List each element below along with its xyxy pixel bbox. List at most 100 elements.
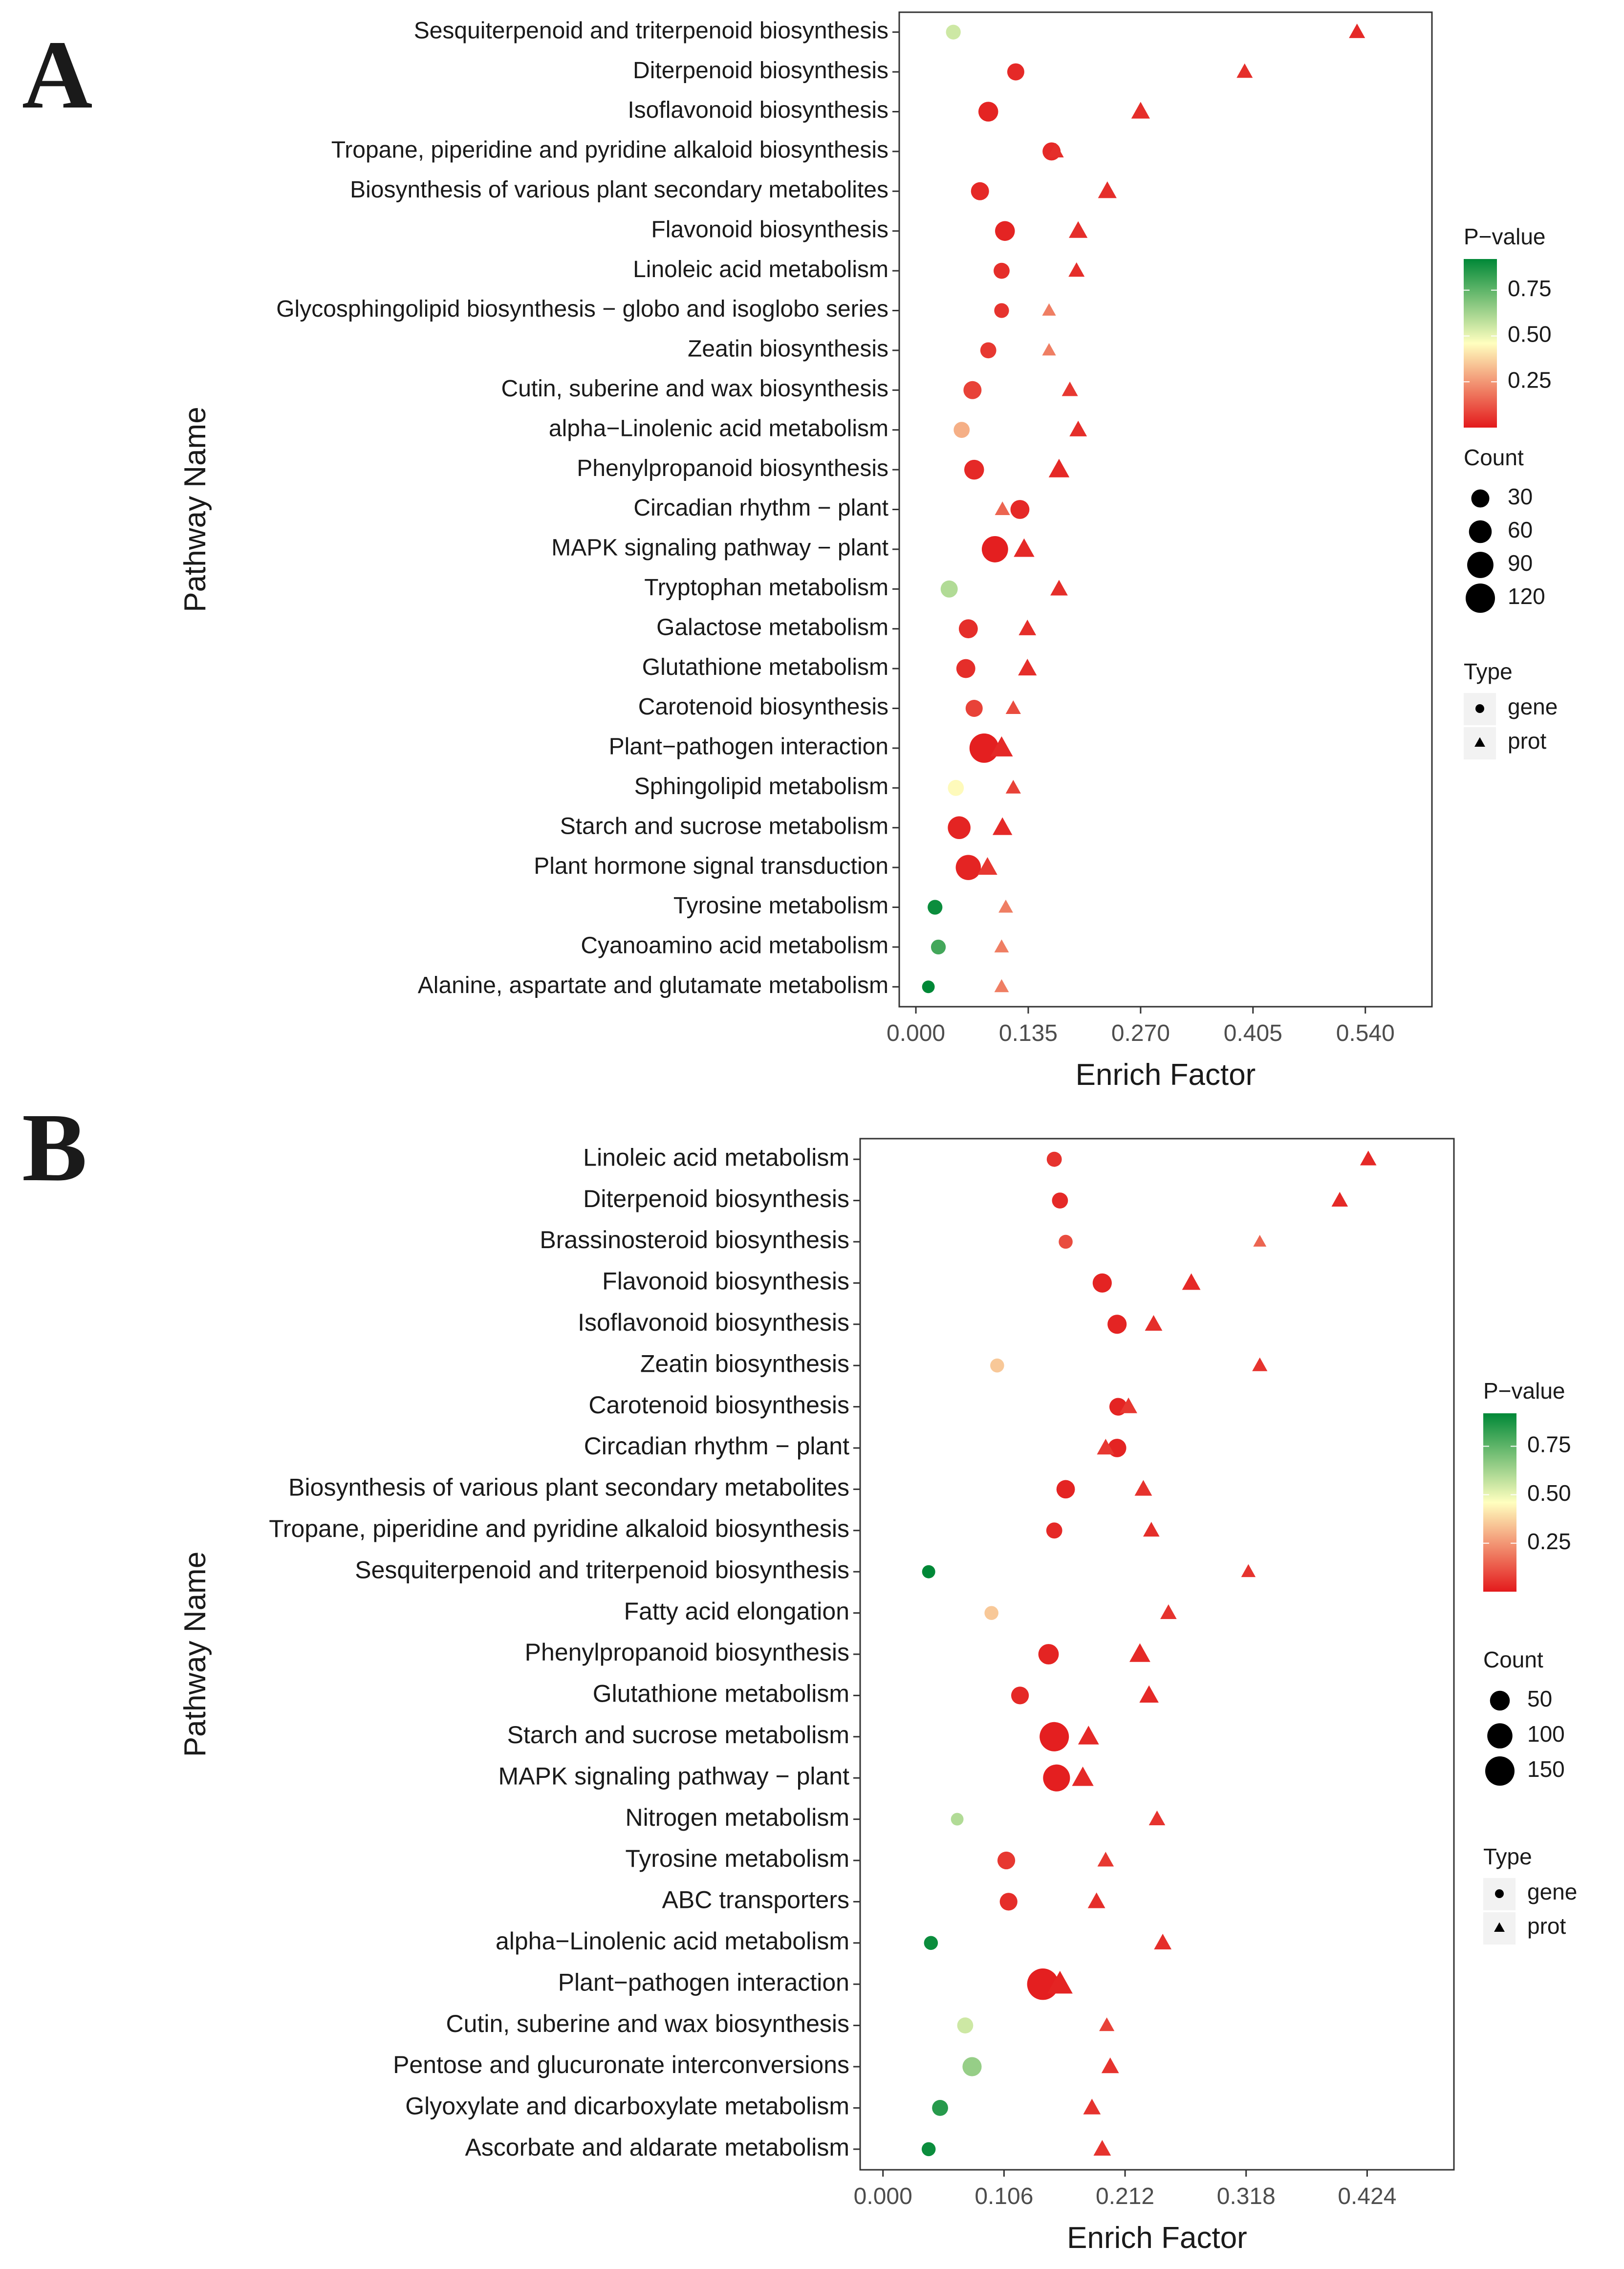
prot-point [1160, 1604, 1177, 1619]
gene-key-icon [1475, 704, 1484, 713]
gene-point [963, 381, 982, 399]
prot-point [1143, 1522, 1160, 1537]
panel-a: A Sesquiterpenoid and triterpenoid biosyn… [22, 11, 1558, 1092]
prot-point [1005, 779, 1021, 794]
y-axis-title: Pathway Name [178, 407, 212, 612]
gene-point [1043, 1764, 1070, 1792]
prot-point [1014, 538, 1035, 557]
category-label: Zeatin biosynthesis [688, 336, 888, 362]
prot-point [1134, 1480, 1152, 1496]
category-label: Diterpenoid biosynthesis [583, 1185, 849, 1212]
colorbar-tick-label: 0.75 [1508, 276, 1552, 301]
count-legend-dot [1487, 1723, 1513, 1749]
type-legend-title: Type [1464, 659, 1513, 684]
prot-point [994, 979, 1009, 993]
gene-point [1011, 1686, 1029, 1705]
category-label: Alanine, aspartate and glutamate metabol… [418, 972, 888, 998]
category-label: Flavonoid biosynthesis [602, 1268, 849, 1295]
gene-point [994, 262, 1010, 279]
pvalue-legend-title: P−value [1483, 1378, 1565, 1404]
gene-point [994, 303, 1009, 318]
count-legend-label: 50 [1527, 1686, 1552, 1711]
type-legend-label: gene [1527, 1879, 1577, 1904]
prot-point [1069, 420, 1087, 436]
category-label: Sesquiterpenoid and triterpenoid biosynt… [414, 18, 888, 43]
category-label: Circadian rhythm − plant [584, 1432, 849, 1460]
prot-point [1048, 458, 1070, 477]
category-label: Zeatin biosynthesis [640, 1350, 849, 1377]
count-legend-dot [1471, 489, 1490, 508]
colorbar-tick-label: 0.25 [1508, 367, 1552, 392]
category-label: alpha−Linolenic acid metabolism [496, 1927, 849, 1955]
category-label: Plant−pathogen interaction [558, 1968, 849, 1996]
gene-point [962, 2057, 982, 2076]
gene-point [1010, 500, 1030, 519]
gene-point [984, 1606, 998, 1620]
plot-frame [859, 1138, 1455, 2171]
category-label: Tyrosine metabolism [673, 893, 888, 919]
category-label: ABC transporters [662, 1886, 849, 1914]
prot-point [1129, 1643, 1150, 1662]
prot-point [1139, 1685, 1159, 1703]
prot-point [1005, 700, 1021, 714]
x-tick-label: 0.000 [854, 2183, 912, 2209]
gene-point [1039, 1722, 1069, 1751]
category-label: Flavonoid biosynthesis [651, 216, 888, 242]
prot-point [1093, 2139, 1111, 2156]
category-label: Fatty acid elongation [624, 1598, 849, 1625]
category-label: Isoflavonoid biosynthesis [578, 1309, 849, 1336]
gene-point [965, 700, 983, 717]
category-label: Isoflavonoid biosynthesis [628, 97, 888, 123]
gene-point [956, 659, 975, 678]
x-axis-title: Enrich Factor [1067, 2221, 1247, 2255]
prot-point [1120, 1397, 1137, 1413]
x-axis-title: Enrich Factor [1076, 1058, 1256, 1092]
category-label: MAPK signaling pathway − plant [498, 1762, 850, 1790]
gene-point [997, 1851, 1016, 1870]
gene-point [995, 221, 1015, 241]
prot-point [1061, 381, 1078, 396]
gene-point [957, 2017, 974, 2033]
category-label: MAPK signaling pathway − plant [551, 535, 888, 561]
count-legend-dot [1469, 520, 1492, 543]
prot-point [1101, 2057, 1119, 2074]
count-legend-label: 60 [1508, 517, 1533, 542]
gene-point [953, 422, 970, 438]
gene-point [922, 1565, 935, 1578]
category-label: Starch and sucrose metabolism [507, 1721, 849, 1749]
prot-point [998, 899, 1013, 913]
category-label: Biosynthesis of various plant secondary … [350, 177, 888, 203]
prot-point [1148, 1810, 1166, 1825]
prot-point [1331, 1191, 1348, 1207]
prot-point [1098, 181, 1117, 198]
gene-point [921, 2142, 936, 2157]
x-tick-label: 0.318 [1217, 2183, 1276, 2209]
prot-point [1072, 1766, 1094, 1786]
gene-point [946, 24, 961, 40]
category-label: Cutin, suberine and wax biosynthesis [446, 2010, 849, 2037]
prot-point [1182, 1273, 1201, 1290]
gene-point [981, 536, 1008, 562]
prot-key-icon [1474, 737, 1485, 747]
category-label: Ascorbate and aldarate metabolism [465, 2134, 849, 2161]
panel-label: B [22, 1094, 87, 1202]
category-label: Biosynthesis of various plant secondary … [288, 1474, 849, 1501]
prot-point [1145, 1315, 1163, 1331]
gene-point [1052, 1192, 1068, 1209]
type-legend-label: gene [1508, 694, 1558, 719]
panel-label: A [22, 21, 92, 129]
category-label: Phenylpropanoid biosynthesis [577, 455, 888, 481]
prot-point [1018, 658, 1037, 676]
prot-point [1068, 262, 1085, 277]
gene-point [1107, 1315, 1127, 1334]
category-label: Pentose and glucuronate interconversions [393, 2051, 849, 2078]
prot-key-icon [1494, 1922, 1505, 1932]
gene-key-icon [1495, 1889, 1504, 1898]
count-legend-dot [1485, 1756, 1515, 1786]
category-label: Carotenoid biosynthesis [588, 1391, 849, 1419]
prot-point [1252, 1357, 1268, 1371]
category-label: Galactose metabolism [656, 614, 888, 640]
gene-point [1056, 1480, 1075, 1499]
colorbar-tick-label: 0.75 [1527, 1432, 1571, 1457]
type-legend-title: Type [1483, 1844, 1532, 1869]
